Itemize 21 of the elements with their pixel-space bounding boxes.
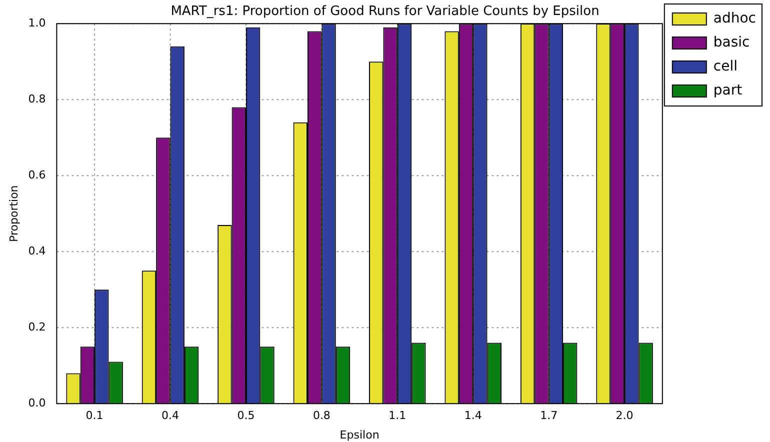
x-tick-label: 0.4: [162, 409, 180, 422]
x-tick-label: 1.1: [388, 409, 406, 422]
y-tick-label: 0.4: [28, 244, 46, 258]
legend-label: adhoc: [713, 10, 756, 27]
x-tick-label: 1.4: [464, 409, 482, 422]
legend-label: part: [713, 82, 743, 99]
legend-label: cell: [713, 58, 738, 75]
y-tick-label: 1.0: [28, 16, 46, 30]
x-tick-label: 0.1: [86, 409, 104, 422]
x-tick-label: 1.7: [540, 409, 558, 422]
x-axis-title: Epsilon: [340, 428, 380, 442]
y-tick-label: 0.0: [28, 396, 46, 410]
chart-title: MART_rs1: Proportion of Good Runs for Variable Counts by Epsilon: [170, 4, 600, 20]
y-tick-label: 0.6: [28, 168, 46, 182]
x-tick-label: 0.8: [312, 409, 330, 422]
y-tick-label: 0.2: [28, 320, 46, 334]
legend-label: basic: [713, 34, 750, 51]
y-axis-title: Proportion: [7, 185, 20, 242]
y-tick-label: 0.8: [28, 92, 46, 106]
x-tick-label: 2.0: [616, 409, 634, 422]
x-tick-label: 0.5: [237, 409, 255, 422]
